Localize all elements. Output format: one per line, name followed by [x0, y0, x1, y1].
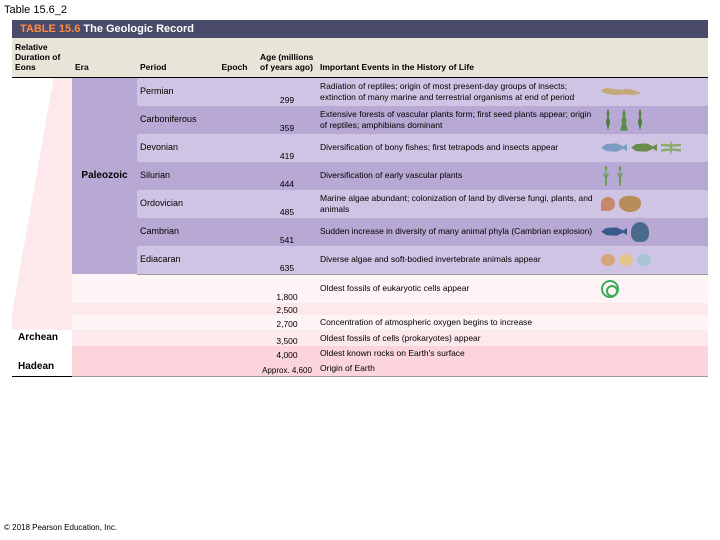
age: 444 [257, 162, 317, 190]
row-3500: Archean 3,500 Oldest fossils of cells (p… [12, 330, 708, 347]
period: Permian [137, 77, 212, 106]
event: Radiation of reptiles; origin of most pr… [317, 77, 598, 106]
row-4000: Hadean 4,000 Oldest known rocks on Earth… [12, 346, 708, 361]
event: Concentration of atmospheric oxygen begi… [317, 315, 598, 330]
age: 4,000 [257, 346, 317, 361]
header-row: Relative Duration of Eons Era Period Epo… [12, 38, 708, 77]
period: Devonian [137, 134, 212, 162]
reptile-icon [601, 80, 701, 104]
age: 541 [257, 218, 317, 246]
event: Oldest fossils of cells (prokaryotes) ap… [317, 330, 598, 347]
row-permian: Paleozoic Permian 299 Radiation of repti… [12, 77, 708, 106]
row-4600: Approx. 4,600 Origin of Earth [12, 361, 708, 376]
period: Cambrian [137, 218, 212, 246]
event: Diverse algae and soft-bodied invertebra… [317, 246, 598, 275]
eon-archean: Archean [12, 330, 72, 347]
col-events: Important Events in the History of Life [317, 38, 708, 77]
event: Oldest known rocks on Earth's surface [317, 346, 598, 361]
marine-icon [601, 192, 701, 216]
age: 419 [257, 134, 317, 162]
fish-icon [601, 136, 701, 160]
period: Ordovician [137, 190, 212, 218]
age: 2,700 [257, 315, 317, 330]
row-1800: 1,800 Oldest fossils of eukaryotic cells… [12, 274, 708, 303]
ediacaran-icon [601, 248, 701, 272]
eon-hadean: Hadean [12, 346, 72, 376]
col-era: Era [72, 38, 137, 77]
plants-icon [601, 108, 701, 132]
event: Oldest fossils of eukaryotic cells appea… [317, 274, 598, 303]
age: 485 [257, 190, 317, 218]
age: 299 [257, 77, 317, 106]
eon-block [12, 77, 72, 330]
table-number: TABLE 15.6 [20, 23, 80, 35]
event: Diversification of early vascular plants [317, 162, 598, 190]
slide-label: Table 15.6_2 [4, 4, 67, 16]
col-epoch: Epoch [212, 38, 257, 77]
cambrian-icon [601, 220, 701, 244]
eukaryote-icon [601, 277, 701, 301]
vascular-plant-icon [601, 164, 701, 188]
age: Approx. 4,600 [257, 361, 317, 376]
event [317, 303, 598, 316]
period: Silurian [137, 162, 212, 190]
col-age: Age (millions of years ago) [257, 38, 317, 77]
age: 3,500 [257, 330, 317, 347]
row-2500: 2,500 [12, 303, 708, 316]
event: Extensive forests of vascular plants for… [317, 106, 598, 134]
event: Marine algae abundant; colonization of l… [317, 190, 598, 218]
event: Origin of Earth [317, 361, 598, 376]
geologic-table: TABLE 15.6 The Geologic Record Relative … [12, 20, 708, 377]
age: 2,500 [257, 303, 317, 316]
period: Carboniferous [137, 106, 212, 134]
col-eon: Relative Duration of Eons [12, 38, 72, 77]
age: 635 [257, 246, 317, 275]
age: 359 [257, 106, 317, 134]
col-period: Period [137, 38, 212, 77]
event: Sudden increase in diversity of many ani… [317, 218, 598, 246]
table-name: The Geologic Record [83, 23, 194, 35]
row-2700: 2,700 Concentration of atmospheric oxyge… [12, 315, 708, 330]
copyright: © 2018 Pearson Education, Inc. [4, 523, 117, 532]
event: Diversification of bony fishes; first te… [317, 134, 598, 162]
age: 1,800 [257, 274, 317, 303]
period: Ediacaran [137, 246, 212, 275]
table-title: TABLE 15.6 The Geologic Record [12, 20, 708, 38]
era-paleozoic: Paleozoic [72, 77, 137, 274]
